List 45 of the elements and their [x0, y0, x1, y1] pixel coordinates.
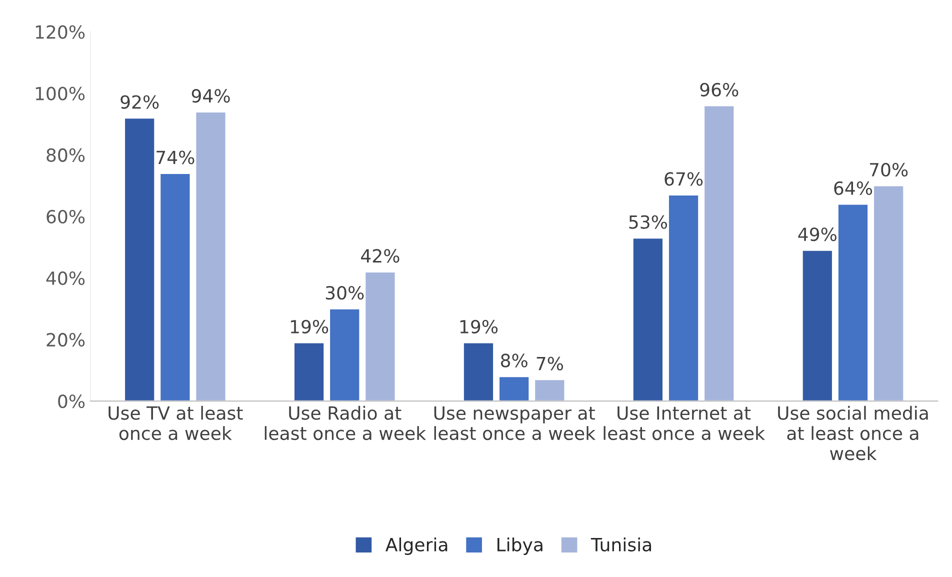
- bar: [328, 308, 361, 402]
- bar: [872, 184, 905, 402]
- data-label: 42%: [361, 249, 400, 263]
- data-label: 67%: [664, 172, 703, 186]
- legend-label: Tunisia: [590, 538, 652, 552]
- x-tick-label: Use social media at least once a week: [778, 406, 928, 460]
- y-tick-label: 20%: [46, 332, 85, 347]
- data-label: 64%: [834, 181, 872, 196]
- y-tick-label: 100%: [36, 86, 85, 100]
- data-label: 70%: [870, 162, 908, 177]
- bar: [293, 342, 325, 402]
- data-label: 96%: [700, 82, 738, 97]
- bar: [837, 203, 869, 402]
- data-label: 53%: [629, 215, 668, 229]
- bar: [462, 342, 494, 402]
- x-tick-label: Use Radio at least once a week: [264, 406, 426, 440]
- data-label: 74%: [156, 150, 194, 164]
- data-label: 19%: [460, 320, 498, 334]
- data-label: 30%: [326, 286, 364, 300]
- legend-label: Algeria: [385, 538, 448, 555]
- data-label: 19%: [290, 320, 328, 334]
- y-tick-label: 60%: [46, 210, 85, 224]
- legend-label: Libya: [498, 538, 542, 555]
- y-tick-label: 0%: [58, 394, 85, 408]
- data-label: 92%: [120, 95, 159, 109]
- bar: [632, 237, 664, 402]
- y-tick-label: 40%: [46, 271, 85, 286]
- bar: [668, 194, 700, 402]
- y-tick-label: 120%: [36, 25, 85, 39]
- bar: [194, 111, 227, 402]
- bar: [534, 378, 566, 402]
- bar: [703, 104, 736, 402]
- x-tick-label: Use TV at least once a week: [108, 406, 243, 440]
- x-tick-label: Use Internet at least once a week: [604, 406, 765, 440]
- data-label: 8%: [500, 354, 528, 368]
- bar: [159, 172, 192, 402]
- data-label: 49%: [798, 228, 836, 242]
- x-tick-label: Use newspaper at least once a week: [434, 406, 596, 440]
- bar: [124, 117, 156, 402]
- data-label: 7%: [536, 356, 563, 370]
- bar: [364, 271, 396, 402]
- bar: [498, 376, 530, 402]
- bar: [801, 250, 834, 402]
- y-tick-label: 80%: [46, 148, 85, 162]
- data-label: 94%: [192, 89, 230, 103]
